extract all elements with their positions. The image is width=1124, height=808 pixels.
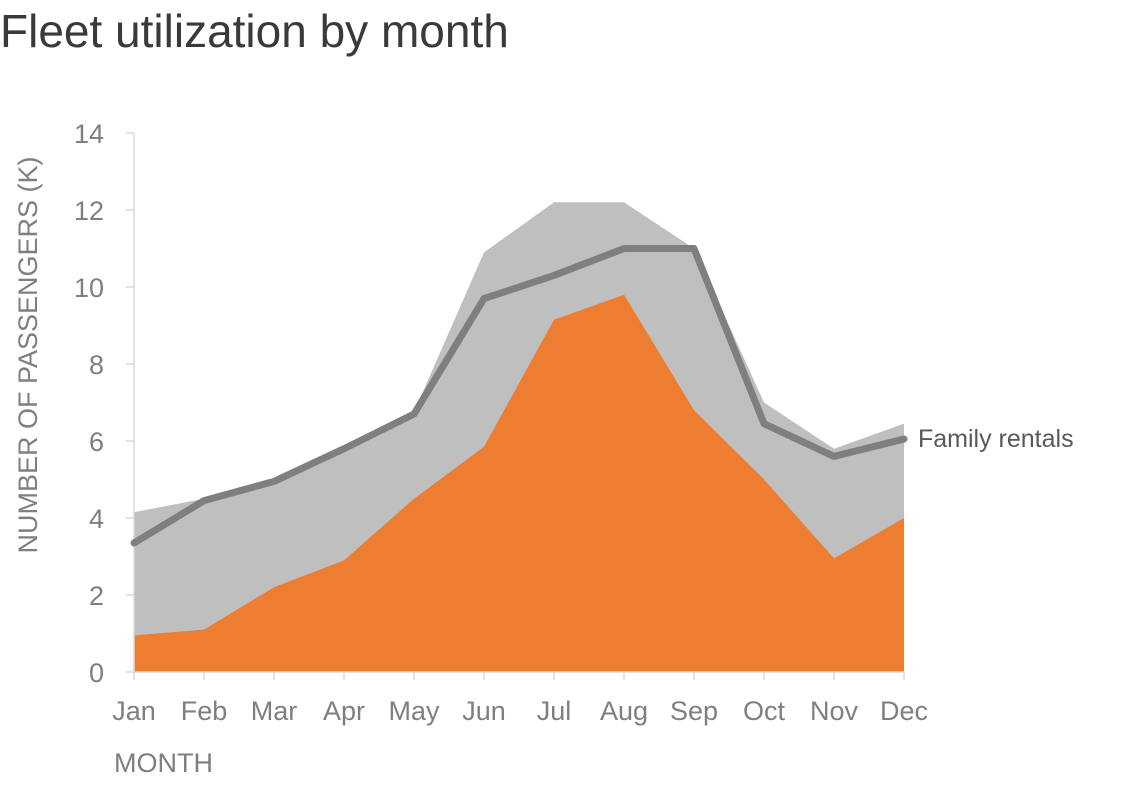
x-tick-label: Jul <box>537 696 572 726</box>
y-axis-title: NUMBER OF PASSENGERS (K) <box>13 156 43 553</box>
x-tick-label: Apr <box>323 696 365 726</box>
x-tick-label: Mar <box>251 696 298 726</box>
page-title: Fleet utilization by month <box>0 5 509 57</box>
areas <box>134 202 904 673</box>
x-tick-label: Jan <box>112 696 156 726</box>
x-axis-title: MONTH <box>114 748 213 778</box>
y-tick-label: 2 <box>89 581 104 611</box>
y-tick-label: 6 <box>89 427 104 457</box>
x-tick-label: Nov <box>810 696 859 726</box>
x-axis: Jan Feb Mar Apr May Jun Jul Aug Sep Oct Nov Dec <box>112 671 928 726</box>
x-tick-label: Feb <box>181 696 228 726</box>
lines: Family rentals <box>130 245 1074 547</box>
y-tick-label: 4 <box>89 504 104 534</box>
y-tick-label: 12 <box>74 196 104 226</box>
series-label-family-rentals: Family rentals <box>918 425 1074 453</box>
x-tick-label: Dec <box>880 696 928 726</box>
area-business <box>134 294 904 672</box>
y-axis: 0 2 4 6 8 10 12 14 <box>74 119 135 688</box>
x-tick-label: Oct <box>743 696 786 726</box>
x-tick-label: May <box>388 696 440 726</box>
y-tick-label: 8 <box>89 350 104 380</box>
x-tick-label: Sep <box>670 696 718 726</box>
y-tick-label: 14 <box>74 119 104 149</box>
y-tick-label: 10 <box>74 273 104 303</box>
line-family-rentals <box>130 245 908 547</box>
x-tick-label: Aug <box>600 696 648 726</box>
y-tick-label: 0 <box>89 658 104 688</box>
x-tick-label: Jun <box>462 696 506 726</box>
